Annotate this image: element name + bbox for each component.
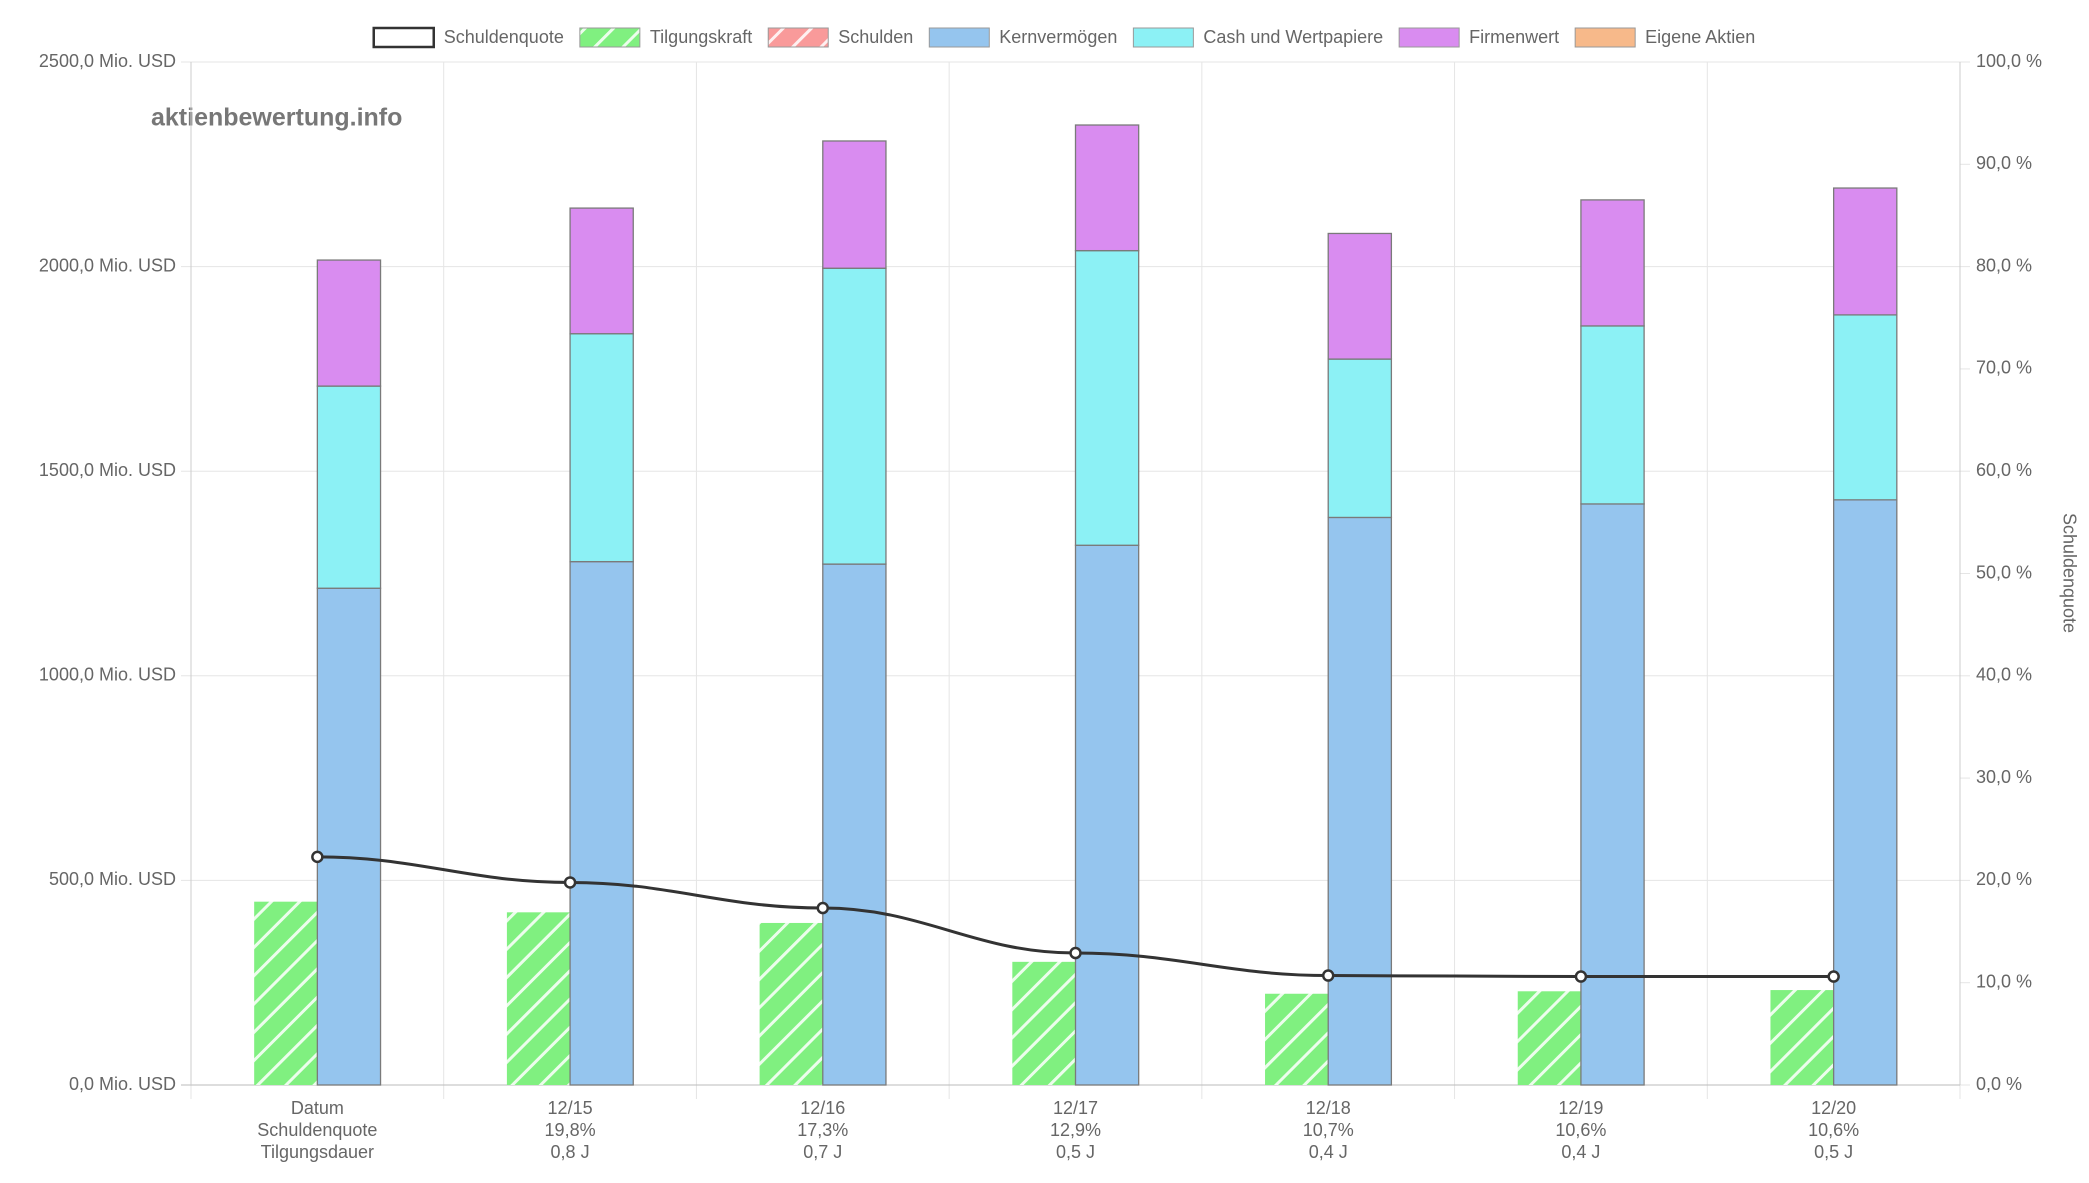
bar: [1265, 993, 1329, 1085]
bar: [822, 563, 887, 1086]
y2-tick-label: 40,0 %: [1976, 665, 2032, 685]
legend-swatch: [1132, 27, 1194, 48]
bar: [1580, 199, 1645, 327]
bar: [1517, 991, 1581, 1085]
y-tick-label: 500,0 Mio. USD: [49, 869, 176, 889]
bar: [1832, 499, 1898, 1086]
legend-swatch: [767, 27, 829, 48]
bar: [316, 385, 382, 589]
point: [1574, 970, 1588, 983]
legend-item: Eigene Aktien: [1574, 27, 1755, 48]
x-tick-label: 0,8 J: [551, 1142, 590, 1162]
legend-item: Schuldenquote: [372, 26, 564, 49]
bar: [1327, 232, 1393, 360]
bar: [1832, 187, 1898, 316]
y2-tick-label: 70,0 %: [1976, 358, 2032, 378]
x-tick-label: 12,9%: [1050, 1120, 1101, 1140]
point: [1827, 970, 1840, 983]
x-tick-label: Schuldenquote: [257, 1120, 377, 1140]
x-tick-label: 0,5 J: [1814, 1142, 1853, 1162]
x-tick-label: 19,8%: [545, 1120, 596, 1140]
bar: [1074, 124, 1140, 252]
x-tick-label: 12/17: [1053, 1098, 1098, 1118]
x-tick-label: 12/19: [1558, 1098, 1603, 1118]
legend-item: Kernvermögen: [928, 27, 1117, 48]
bar: [1832, 314, 1898, 501]
x-tick-label: 10,6%: [1808, 1120, 1859, 1140]
legend-label: Schulden: [838, 27, 913, 47]
y2-tick-label: 60,0 %: [1976, 460, 2032, 480]
y2-tick-label: 100,0 %: [1976, 51, 2042, 71]
legend-item: Schulden: [767, 27, 913, 48]
bar: [1580, 503, 1645, 1086]
bar: [1074, 249, 1140, 546]
bar: [506, 912, 571, 1085]
y-tick-label: 0,0 Mio. USD: [69, 1074, 176, 1094]
y-tick-label: 2500,0 Mio. USD: [39, 51, 176, 71]
bar: [316, 587, 382, 1086]
x-tick-label: 12/20: [1811, 1098, 1856, 1118]
point: [563, 876, 577, 889]
y2-tick-label: 10,0 %: [1976, 971, 2032, 991]
y2-tick-label: 90,0 %: [1976, 153, 2032, 173]
x-tick-label: 0,5 J: [1056, 1142, 1095, 1162]
bar: [822, 267, 887, 565]
bar: [1327, 516, 1393, 1086]
bar: [822, 140, 887, 269]
bar: [1770, 990, 1834, 1085]
x-tick-label: 12/18: [1306, 1098, 1351, 1118]
x-tick-label: 12/15: [548, 1098, 593, 1118]
y-tick-label: 1500,0 Mio. USD: [39, 460, 176, 480]
legend-swatch: [579, 27, 641, 48]
bar: [569, 333, 634, 563]
point: [816, 901, 830, 915]
x-tick-label: Tilgungsdauer: [261, 1142, 374, 1162]
legend-label: Eigene Aktien: [1645, 27, 1755, 47]
legend-label: Schuldenquote: [444, 27, 564, 47]
y2-tick-label: 0,0 %: [1976, 1074, 2022, 1094]
legend-swatch: [928, 27, 990, 48]
bar: [569, 207, 634, 335]
legend-item: Cash und Wertpapiere: [1132, 27, 1383, 48]
watermark: aktienbewertung.info: [151, 104, 402, 132]
y2-tick-label: 80,0 %: [1976, 255, 2032, 275]
bar: [254, 901, 318, 1085]
bar: [1074, 544, 1140, 1086]
legend-swatch: [1574, 27, 1636, 48]
bar: [1327, 358, 1393, 519]
x-tick-label: 0,4 J: [1309, 1142, 1348, 1162]
x-tick-label: 10,7%: [1303, 1120, 1354, 1140]
bar: [316, 259, 382, 387]
bar: [1012, 961, 1076, 1085]
bar: [569, 560, 634, 1086]
legend-label: Cash und Wertpapiere: [1203, 27, 1383, 47]
y2-axis-label: Schuldenquote: [2059, 513, 2079, 633]
bar: [1580, 325, 1645, 505]
legend-label: Kernvermögen: [999, 27, 1117, 47]
x-tick-label: Datum: [291, 1098, 344, 1118]
legend-swatch: [372, 26, 435, 49]
y-tick-label: 2000,0 Mio. USD: [39, 255, 176, 275]
x-tick-label: 12/16: [800, 1098, 845, 1118]
point: [1069, 946, 1082, 960]
legend-item: Firmenwert: [1398, 27, 1559, 48]
legend-item: Tilgungskraft: [579, 27, 752, 48]
point: [1321, 969, 1335, 982]
y-tick-label: 1000,0 Mio. USD: [39, 665, 176, 685]
legend: Schuldenquote Tilgungskraft Schulden Kernve…: [372, 26, 1755, 49]
legend-swatch: [1398, 27, 1460, 48]
x-tick-label: 10,6%: [1555, 1120, 1606, 1140]
y2-tick-label: 50,0 %: [1976, 562, 2032, 582]
legend-label: Firmenwert: [1469, 27, 1559, 47]
y2-tick-label: 30,0 %: [1976, 767, 2032, 787]
x-tick-label: 0,7 J: [803, 1142, 842, 1162]
x-tick-label: 17,3%: [797, 1120, 848, 1140]
x-tick-label: 0,4 J: [1561, 1142, 1600, 1162]
legend-label: Tilgungskraft: [650, 27, 752, 47]
bar: [759, 922, 823, 1085]
y2-tick-label: 20,0 %: [1976, 869, 2032, 889]
point: [311, 850, 324, 864]
